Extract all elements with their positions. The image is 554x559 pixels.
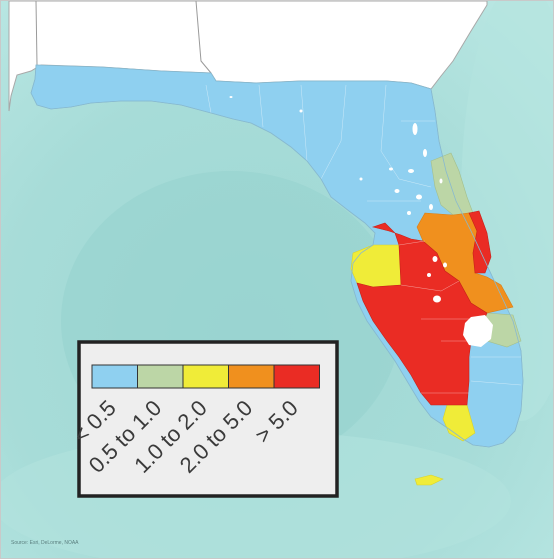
state-line-al-ga — [195, 1, 212, 74]
legend: < 0.50.5 to 1.01.0 to 2.02.0 to 5.0> 5.0 — [68, 340, 339, 498]
legend-swatch — [228, 364, 275, 389]
region-category-5-southwest — [356, 222, 488, 406]
legend-swatch — [91, 364, 138, 389]
florida-outline — [30, 64, 524, 448]
small-lakes — [229, 96, 447, 303]
region-category-3-keys — [414, 474, 444, 486]
lake-okeechobee — [463, 315, 493, 347]
source-attribution: Source: Esri, DeLorme, NOAA — [11, 540, 79, 546]
region-category-3-west — [350, 244, 402, 288]
legend-swatch — [137, 364, 184, 389]
county-borders — [205, 84, 522, 394]
legend-swatch — [273, 364, 320, 389]
state-line-al-ms — [35, 1, 38, 66]
legend-swatch — [182, 364, 229, 389]
region-category-5-east-coast — [468, 210, 492, 274]
